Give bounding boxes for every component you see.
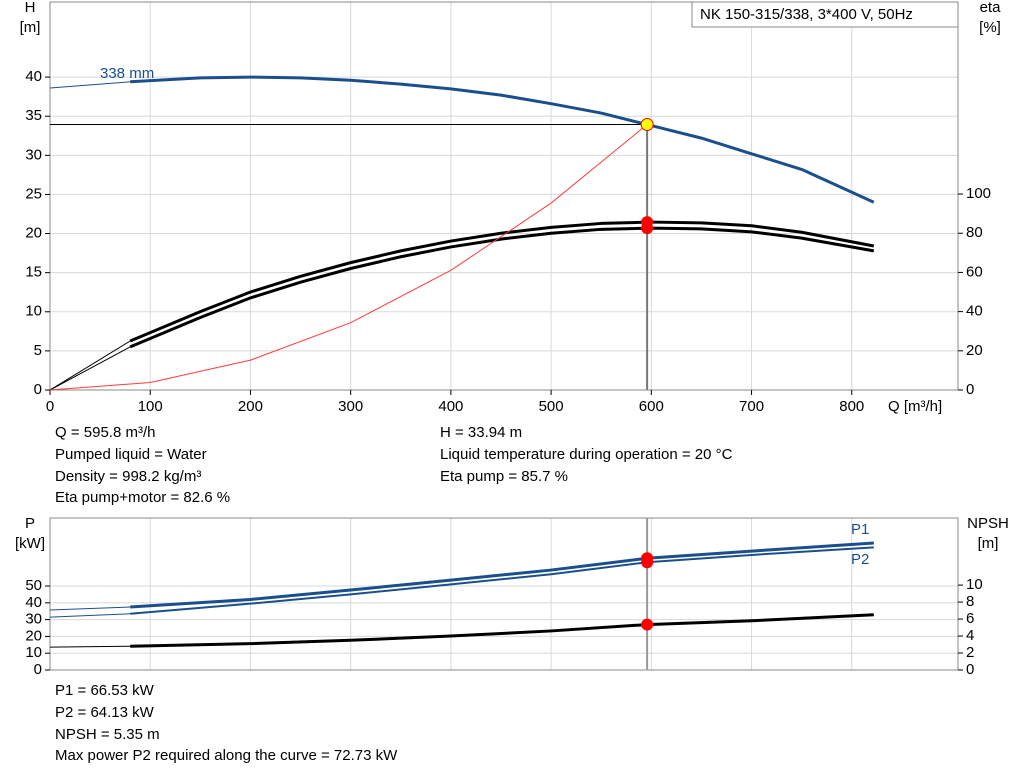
y2-axis-unit: [m] — [978, 535, 999, 552]
curve-lead-in — [49, 613, 131, 618]
curve-label: P1 — [851, 521, 869, 538]
curve-label: P2 — [851, 551, 869, 568]
curve-label: 338 mm — [100, 65, 154, 82]
y-tick-label: 10 — [25, 303, 42, 320]
info-text: Max power P2 required along the curve = … — [55, 747, 398, 764]
y2-tick-label: 4 — [966, 627, 974, 644]
curve — [129, 226, 875, 349]
y2-tick-label: 2 — [966, 644, 974, 661]
info-text: Eta pump = 85.7 % — [440, 468, 568, 485]
y2-tick-label: 40 — [966, 303, 983, 320]
y2-tick-label: 80 — [966, 224, 983, 241]
y2-tick-label: 60 — [966, 263, 983, 280]
info-text: Pumped liquid = Water — [55, 446, 207, 463]
y-tick-label: 15 — [25, 264, 42, 281]
curve — [130, 541, 874, 609]
y-tick-label: 25 — [25, 185, 42, 202]
x-tick-label: 800 — [839, 398, 864, 415]
y-tick-label: 5 — [34, 342, 42, 359]
x-tick-label: 700 — [739, 398, 764, 415]
plot-frame — [49, 1, 959, 391]
info-text: Eta pump+motor = 82.6 % — [55, 489, 230, 506]
x-axis-label: Q [m³/h] — [888, 398, 942, 415]
curve-lead-in — [49, 645, 131, 648]
x-tick-label: 400 — [438, 398, 463, 415]
y2-tick-label: 0 — [966, 381, 974, 398]
y2-tick-label: 8 — [966, 593, 974, 610]
curve — [49, 124, 648, 391]
y-tick-label: 30 — [25, 146, 42, 163]
y2-axis-label: eta — [980, 0, 1002, 16]
info-text: P2 = 64.13 kW — [55, 704, 155, 721]
y-axis-unit: [kW] — [15, 535, 45, 552]
y2-tick-label: 100 — [966, 185, 991, 202]
y-axis-label: P — [25, 515, 35, 532]
y-axis-label: H — [25, 0, 36, 16]
y-tick-label: 10 — [25, 644, 42, 661]
y2-tick-label: 10 — [966, 576, 983, 593]
info-text: NPSH = 5.35 m — [55, 726, 160, 743]
y-tick-label: 20 — [25, 627, 42, 644]
info-text: P1 = 66.53 kW — [55, 682, 155, 699]
y-axis-unit: [m] — [20, 19, 41, 36]
x-tick-label: 600 — [639, 398, 664, 415]
curve-lead-in — [49, 340, 131, 391]
info-text: H = 33.94 m — [440, 424, 522, 441]
y2-axis-label: NPSH — [967, 515, 1009, 532]
y2-axis-unit: [%] — [979, 19, 1001, 36]
curve-lead-in — [49, 81, 131, 89]
operating-point — [640, 118, 654, 132]
x-tick-label: 500 — [539, 398, 564, 415]
curve-lead-in — [49, 346, 131, 391]
x-tick-label: 0 — [46, 398, 54, 415]
x-tick-label: 300 — [338, 398, 363, 415]
y-tick-label: 30 — [25, 611, 42, 628]
info-text: Liquid temperature during operation = 20… — [440, 446, 733, 463]
x-tick-label: 100 — [138, 398, 163, 415]
y-tick-label: 0 — [34, 661, 42, 678]
curve — [130, 613, 874, 648]
x-tick-label: 200 — [238, 398, 263, 415]
title-box — [691, 1, 959, 28]
curve — [129, 220, 875, 343]
curve — [130, 546, 874, 615]
curve-lead-in — [49, 606, 131, 611]
info-text: Q = 595.8 m³/h — [55, 424, 155, 441]
y2-tick-label: 0 — [966, 661, 974, 678]
y-tick-label: 20 — [25, 225, 42, 242]
y-tick-label: 40 — [25, 68, 42, 85]
chart-title: NK 150-315/338, 3*400 V, 50Hz — [700, 6, 913, 23]
y-tick-label: 50 — [25, 577, 42, 594]
y2-tick-label: 6 — [966, 610, 974, 627]
operating-point — [641, 618, 654, 631]
y2-tick-label: 20 — [966, 342, 983, 359]
plot-frame — [49, 517, 959, 671]
operating-point — [641, 222, 654, 235]
info-text: Density = 998.2 kg/m³ — [55, 468, 201, 485]
curve — [130, 75, 875, 204]
y-tick-label: 40 — [25, 594, 42, 611]
y-tick-label: 0 — [34, 381, 42, 398]
operating-point — [641, 556, 654, 569]
y-tick-label: 35 — [25, 107, 42, 124]
